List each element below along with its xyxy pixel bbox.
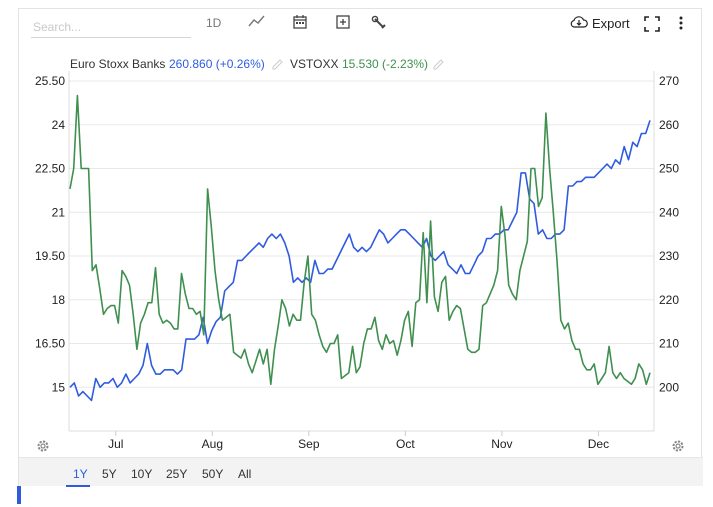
range-button-10y[interactable]: 10Y [131,467,153,481]
legend-series1-value: 260.860 (+0.26%) [169,57,265,71]
fullscreen-icon[interactable] [644,16,660,35]
chart-legend: Euro Stoxx Banks 260.860 (+0.26%) VSTOXX… [70,57,444,71]
right-axis-tick-label: 250 [659,162,679,176]
x-axis-tick-label: Jul [108,437,123,451]
left-axis-tick-label: 15 [52,380,66,394]
chart-container: 1D Export Euro Stoxx Banks 260.860 [18,8,703,487]
chart-toolbar: 1D Export [19,9,703,41]
right-axis-tick-label: 230 [659,249,679,263]
legend-series2-name: VSTOXX [290,57,338,71]
left-axis-tick-label: 16.50 [35,337,65,351]
search-input[interactable] [31,17,191,38]
left-axis-settings-icon[interactable] [37,440,49,452]
series-line-euro-stoxx-banks [69,120,651,402]
active-range-indicator [66,485,90,487]
range-button-all[interactable]: All [238,467,252,481]
left-axis-tick-label: 19.50 [35,249,65,263]
export-label: Export [592,16,630,31]
right-axis-tick-label: 240 [659,205,679,219]
range-button-5y[interactable]: 5Y [102,467,117,481]
x-axis-tick-label: Sep [298,437,320,451]
legend-series1-name: Euro Stoxx Banks [70,57,165,71]
x-axis-tick-label: Aug [202,437,223,451]
left-axis-tick-label: 18 [52,293,66,307]
pencil-icon[interactable] [433,59,444,70]
right-axis-tick-label: 200 [659,380,679,394]
line-chart: Euro Stoxx Banks 260.860 (+0.26%) VSTOXX… [35,57,684,452]
range-button-1y[interactable]: 1Y [73,467,88,481]
wrench-icon[interactable] [371,15,387,34]
left-axis-tick-label: 22.50 [35,162,65,176]
right-axis-settings-icon[interactable] [672,440,684,452]
range-button-25y[interactable]: 25Y [166,467,188,481]
right-axis-tick-label: 210 [659,337,679,351]
calendar-icon[interactable] [292,14,308,33]
x-axis-tick-label: Dec [588,437,609,451]
left-axis-tick-label: 25.50 [35,74,65,88]
series-line-vstoxx [69,94,651,386]
export-button[interactable]: Export [570,15,630,32]
range-button-50y[interactable]: 50Y [202,467,224,481]
line-chart-icon[interactable] [248,14,266,31]
x-axis-tick-label: Oct [396,437,415,451]
period-1d-button[interactable]: 1D [206,16,222,30]
pencil-icon[interactable] [272,59,283,70]
right-axis-tick-label: 260 [659,118,679,132]
add-box-icon[interactable] [335,14,351,33]
right-axis-tick-label: 270 [659,74,679,88]
scroll-indicator [17,486,21,504]
x-axis-tick-label: Nov [491,437,512,451]
range-selector: 1Y 5Y 10Y 25Y 50Y All [19,457,703,487]
more-vert-icon[interactable] [679,16,683,33]
left-axis-tick-label: 24 [52,118,66,132]
right-axis-tick-label: 220 [659,293,679,307]
legend-series2-value: 15.530 (-2.23%) [342,57,428,71]
download-icon [570,15,588,32]
left-axis-tick-label: 21 [52,205,66,219]
